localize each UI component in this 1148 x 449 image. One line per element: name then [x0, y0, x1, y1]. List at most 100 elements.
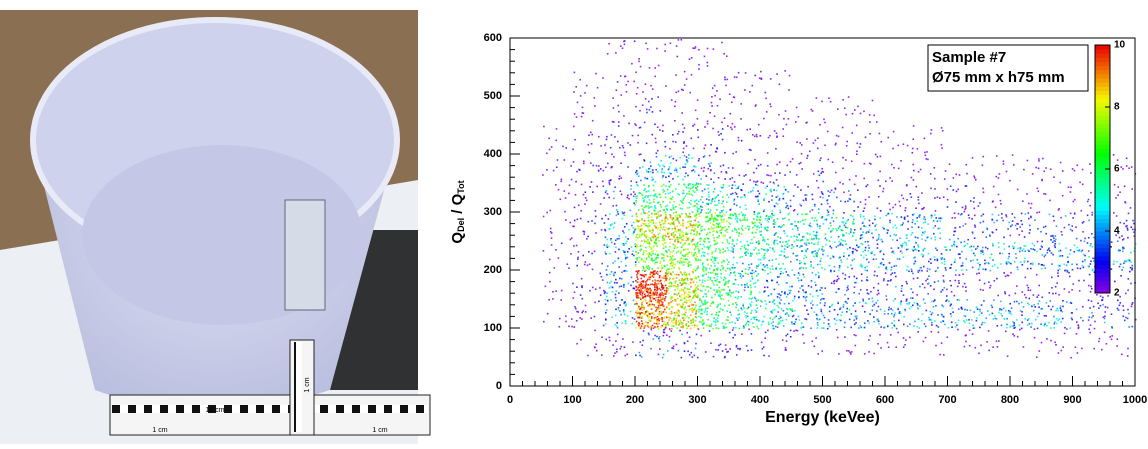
density-dot	[985, 317, 988, 320]
density-dot	[866, 269, 868, 272]
density-dot	[643, 306, 645, 309]
density-dot	[964, 208, 966, 211]
density-dot	[707, 208, 710, 211]
density-dot	[777, 311, 779, 313]
density-dot	[681, 313, 684, 316]
density-dot	[1084, 254, 1086, 257]
density-dot	[582, 310, 584, 312]
density-dot	[582, 254, 584, 257]
density-dot	[599, 294, 602, 296]
density-dot	[652, 222, 655, 224]
density-dot	[647, 265, 650, 267]
density-dot	[673, 201, 675, 203]
density-dot	[857, 189, 859, 191]
density-dot	[657, 318, 660, 320]
density-dot	[883, 227, 885, 230]
density-dot	[903, 323, 905, 326]
density-dot	[901, 244, 903, 247]
density-dot	[668, 175, 670, 178]
density-dot	[902, 197, 905, 200]
density-dot	[723, 284, 726, 286]
density-dot	[653, 235, 655, 237]
density-dot	[802, 273, 805, 276]
density-dot	[661, 303, 663, 305]
density-dot	[805, 194, 808, 196]
density-dot	[1059, 255, 1062, 257]
density-dot	[1103, 321, 1106, 324]
density-dot	[658, 287, 661, 290]
density-dot	[1086, 200, 1089, 203]
density-dot	[876, 319, 878, 321]
density-dot	[971, 218, 973, 220]
density-dot	[883, 326, 886, 329]
density-dot	[1103, 331, 1106, 334]
density-dot	[981, 251, 984, 253]
density-dot	[931, 215, 933, 217]
density-dot	[957, 280, 960, 282]
density-dot	[626, 353, 629, 356]
density-dot	[797, 229, 799, 231]
density-dot	[967, 214, 970, 216]
density-dot	[1050, 239, 1052, 241]
density-dot	[724, 322, 727, 325]
density-dot	[1000, 308, 1003, 311]
density-dot	[1111, 335, 1113, 337]
density-dot	[735, 216, 738, 218]
density-dot	[805, 249, 808, 252]
density-dot	[757, 190, 759, 192]
density-dot	[786, 333, 789, 336]
density-dot	[655, 243, 657, 246]
density-dot	[690, 285, 692, 288]
ruler-vertical-scale	[294, 342, 302, 432]
density-dot	[669, 262, 672, 265]
density-dot	[764, 249, 766, 251]
density-dot	[737, 284, 740, 286]
density-dot	[643, 231, 646, 234]
density-dot	[684, 175, 686, 178]
density-dot	[989, 235, 991, 237]
density-dot	[784, 188, 787, 191]
density-dot	[654, 195, 656, 197]
density-dot	[793, 323, 795, 325]
density-dot	[694, 306, 697, 309]
density-dot	[652, 294, 655, 297]
density-dot	[726, 228, 728, 231]
density-dot	[745, 250, 748, 253]
density-dot	[651, 303, 654, 306]
density-dot	[647, 326, 650, 328]
density-dot	[890, 266, 893, 269]
density-dot	[922, 255, 924, 258]
density-dot	[936, 249, 938, 251]
density-dot	[864, 311, 866, 313]
density-dot	[711, 313, 713, 316]
density-dot	[760, 324, 763, 326]
density-dot	[643, 295, 646, 298]
density-dot	[1024, 250, 1026, 252]
density-dot	[581, 297, 584, 300]
density-dot	[893, 265, 896, 267]
density-dot	[1118, 304, 1121, 307]
density-dot	[692, 185, 695, 188]
density-dot	[692, 190, 695, 192]
density-dot	[614, 186, 616, 189]
density-dot	[731, 292, 733, 294]
density-dot	[1004, 275, 1007, 278]
density-dot	[654, 334, 656, 337]
density-dot	[755, 231, 757, 234]
density-dot	[685, 186, 687, 188]
density-dot	[1028, 297, 1031, 300]
density-dot	[662, 191, 665, 194]
density-dot	[924, 218, 926, 221]
density-dot	[678, 303, 681, 305]
density-dot	[1027, 260, 1029, 263]
density-dot	[764, 226, 766, 229]
density-dot	[788, 302, 790, 305]
density-dot	[680, 306, 683, 309]
density-dot	[698, 308, 701, 311]
density-dot	[647, 289, 650, 292]
density-dot	[824, 268, 826, 271]
density-dot	[661, 253, 664, 256]
density-dot	[673, 169, 676, 172]
density-dot	[745, 251, 747, 254]
density-dot	[835, 216, 838, 219]
